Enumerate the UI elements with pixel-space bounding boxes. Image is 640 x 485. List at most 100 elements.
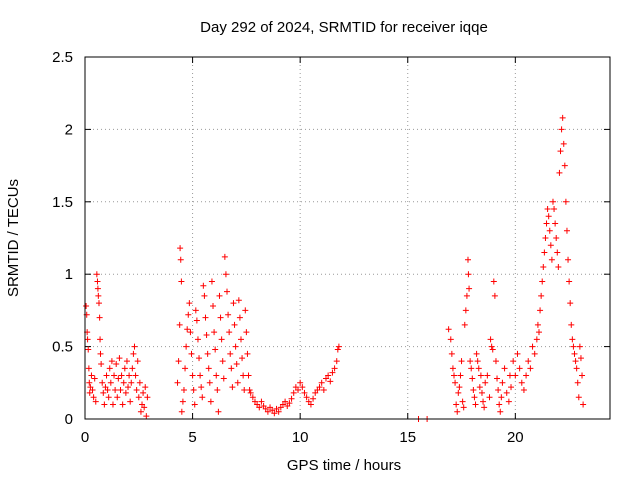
data-point [549,198,556,205]
data-point [136,379,143,386]
data-point [501,365,508,372]
data-point [100,389,107,396]
data-point [480,398,487,405]
data-point [497,408,504,415]
y-tick-label: 0.5 [52,339,73,356]
data-point [496,401,503,408]
data-point [475,365,482,372]
data-point [99,379,106,386]
data-point [86,389,93,396]
data-point [184,326,191,333]
data-point [97,336,104,343]
data-point [455,389,462,396]
data-point [90,394,97,401]
data-point [177,256,184,263]
data-point [503,389,510,396]
data-point [95,300,102,307]
data-point [486,394,493,401]
data-point [233,360,240,367]
data-point [84,336,91,343]
data-point [495,387,502,394]
y-tick-labels: 0 0.5 1 1.5 2 2.5 [52,49,73,428]
data-point [477,372,484,379]
data-point [329,369,336,376]
data-point [472,401,479,408]
data-point [97,350,104,357]
data-point [469,375,476,382]
data-point [132,372,139,379]
data-point [508,384,515,391]
data-point [478,389,485,396]
data-point [539,278,546,285]
data-point [453,401,460,408]
data-point [224,288,231,295]
data-point [543,220,550,227]
data-point [243,329,250,336]
data-point [545,213,552,220]
data-point [135,394,142,401]
data-point [137,408,144,415]
data-point [562,198,569,205]
data-point [307,401,314,408]
data-point [178,408,185,415]
data-point [320,387,327,394]
data-point [492,358,499,365]
x-tick-labels: 0 5 10 15 20 [81,429,524,446]
data-point [242,307,249,314]
data-point [185,311,192,318]
data-point [108,358,115,365]
data-point [207,398,214,405]
data-point [221,253,228,260]
data-point [481,404,488,411]
data-point [451,372,458,379]
data-point [463,292,470,299]
data-point [217,314,224,321]
y-tick-label: 0 [65,411,73,428]
data-point [104,387,111,394]
data-point [499,379,506,386]
data-point [510,358,517,365]
data-point [568,321,575,328]
data-point [525,358,532,365]
data-point [89,387,96,394]
data-point [85,365,92,372]
data-point [234,379,241,386]
data-point [573,365,580,372]
data-point [258,398,265,405]
data-point [571,350,578,357]
data-point [140,389,147,396]
data-point [200,282,207,289]
data-point [106,365,113,372]
data-point [563,227,570,234]
grid [85,57,610,419]
data-point [190,387,197,394]
data-point [471,394,478,401]
data-point [572,358,579,365]
data-point [125,384,132,391]
data-point [176,321,183,328]
data-point [105,394,112,401]
data-point [212,346,219,353]
data-point [121,365,128,372]
data-point [474,358,481,365]
data-point [141,404,148,411]
data-point [144,394,151,401]
data-point [188,350,195,357]
data-point [197,372,204,379]
data-point [226,329,233,336]
data-point [114,394,121,401]
data-point [236,314,243,321]
data-point [464,256,471,263]
data-point [565,256,572,263]
data-point [557,148,564,155]
data-point [208,278,215,285]
data-point [186,300,193,307]
data-point [514,350,521,357]
data-point [85,346,92,353]
data-point [468,365,475,372]
data-point [535,329,542,336]
data-point [122,389,129,396]
data-point [133,387,140,394]
